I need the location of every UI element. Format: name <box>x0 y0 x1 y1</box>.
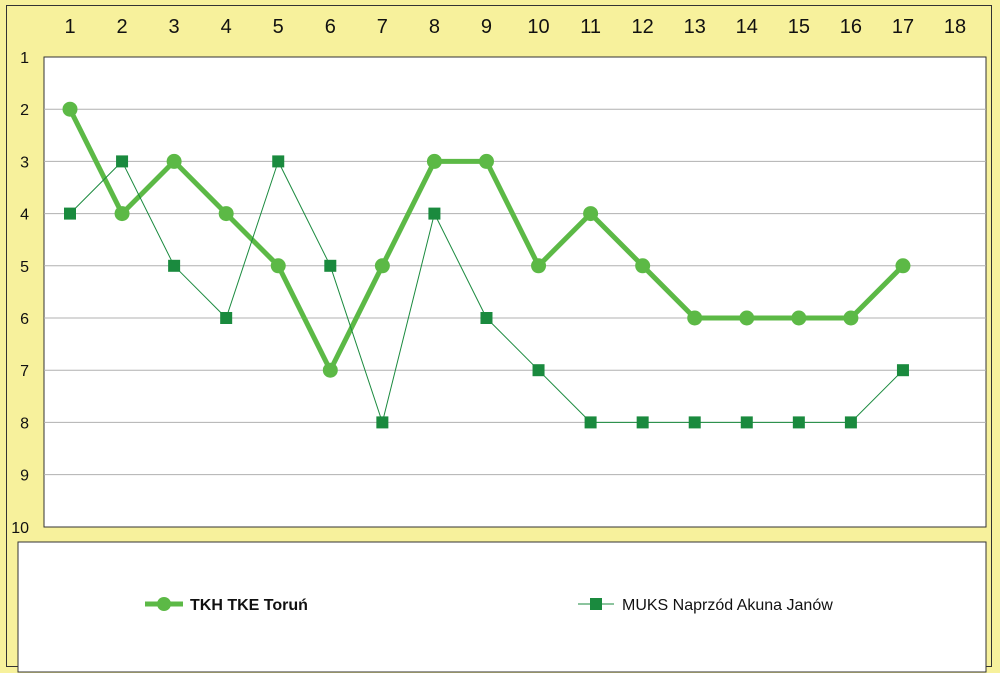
data-point-square <box>636 416 649 429</box>
series-2 <box>64 155 909 429</box>
data-point-square <box>116 155 129 168</box>
data-point-circle <box>218 206 234 222</box>
legend-item-1: TKH TKE Toruń <box>145 597 308 614</box>
data-point-square <box>532 364 545 377</box>
data-point-square <box>844 416 857 429</box>
x-tick-label: 13 <box>684 16 706 38</box>
legend-box <box>17 541 987 673</box>
y-tick-label: 9 <box>20 468 29 485</box>
data-point-circle <box>62 101 78 117</box>
data-point-circle <box>374 258 390 274</box>
x-tick-label: 10 <box>527 16 549 38</box>
y-tick-label: 10 <box>11 520 29 537</box>
data-point-square <box>376 416 389 429</box>
y-axis-ticks: 1 2 3 4 5 6 7 8 9 10 <box>11 50 29 537</box>
legend: TKH TKE Toruń MUKS Naprzód Akuna Janów <box>145 597 833 614</box>
data-point-square <box>480 312 493 324</box>
y-tick-label: 8 <box>20 415 29 432</box>
x-tick-label: 1 <box>64 16 75 38</box>
plot-area <box>43 56 987 528</box>
x-axis-ticks: 1 2 3 4 5 6 7 8 9 10 11 12 13 14 15 16 17 18 <box>64 16 966 38</box>
series-layer <box>62 101 911 429</box>
data-point-circle <box>843 310 859 326</box>
legend-label: MUKS Naprzód Akuna Janów <box>622 597 833 614</box>
x-tick-label: 2 <box>116 16 127 38</box>
data-point-square <box>220 312 233 324</box>
x-tick-label: 17 <box>892 16 914 38</box>
data-point-square <box>168 259 181 272</box>
data-point-square <box>324 259 337 272</box>
y-tick-label: 5 <box>20 259 29 276</box>
data-point-square <box>896 364 909 377</box>
data-point-square <box>272 155 285 168</box>
data-point-circle <box>531 258 547 274</box>
x-tick-label: 5 <box>273 16 284 38</box>
legend-marker <box>157 597 171 611</box>
data-point-square <box>740 416 753 429</box>
data-point-circle <box>426 153 442 169</box>
legend-label: TKH TKE Toruń <box>190 597 308 614</box>
data-point-circle <box>739 310 755 326</box>
x-tick-label: 11 <box>580 16 601 38</box>
x-tick-label: 14 <box>736 16 758 38</box>
data-point-circle <box>791 310 807 326</box>
x-tick-label: 12 <box>632 16 654 38</box>
data-point-circle <box>166 153 182 169</box>
data-point-circle <box>895 258 911 274</box>
x-tick-label: 3 <box>169 16 180 38</box>
data-point-circle <box>635 258 651 274</box>
x-tick-label: 4 <box>221 16 232 38</box>
x-tick-label: 8 <box>429 16 440 38</box>
y-tick-label: 6 <box>20 311 29 328</box>
y-tick-label: 2 <box>20 102 29 119</box>
x-tick-label: 18 <box>944 16 966 38</box>
x-tick-label: 6 <box>325 16 336 38</box>
data-point-circle <box>583 206 599 222</box>
data-point-circle <box>114 206 130 222</box>
x-tick-label: 15 <box>788 16 810 38</box>
x-tick-label: 16 <box>840 16 862 38</box>
data-point-square <box>688 416 701 429</box>
y-tick-label: 7 <box>20 363 29 380</box>
x-tick-label: 9 <box>481 16 492 38</box>
y-tick-label: 3 <box>20 154 29 171</box>
data-point-circle <box>270 258 286 274</box>
legend-item-2: MUKS Naprzód Akuna Janów <box>578 597 833 614</box>
data-point-circle <box>478 153 494 169</box>
data-point-circle <box>687 310 703 326</box>
data-point-square <box>428 207 441 220</box>
x-tick-label: 7 <box>377 16 388 38</box>
data-point-square <box>64 207 76 220</box>
data-point-circle <box>322 362 338 378</box>
data-point-square <box>584 416 597 429</box>
y-tick-label: 1 <box>20 50 29 67</box>
legend-marker <box>590 598 602 610</box>
series-1 <box>62 101 911 378</box>
data-point-square <box>792 416 805 429</box>
y-tick-label: 4 <box>20 207 29 224</box>
